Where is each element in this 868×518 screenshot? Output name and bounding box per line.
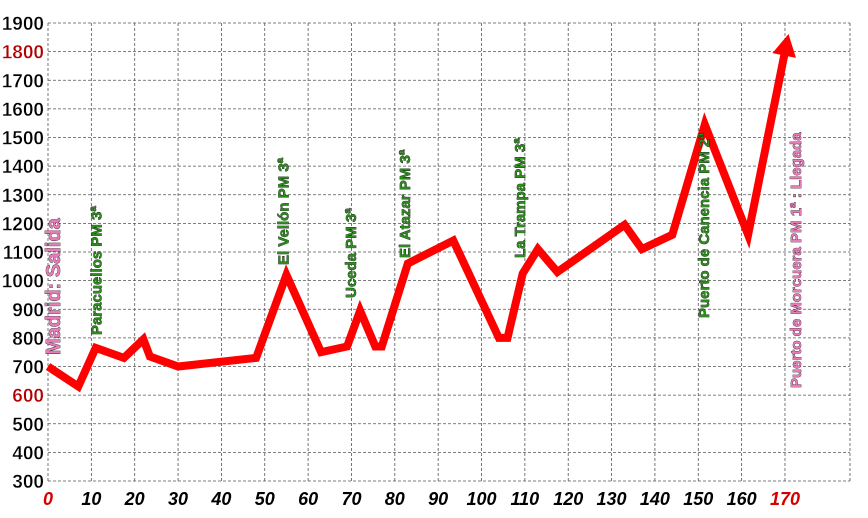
- x-tick-label: 150: [683, 489, 713, 509]
- x-tick-label: 130: [597, 489, 627, 509]
- elevation-line: [45, 50, 789, 393]
- y-tick-label: 500: [12, 415, 44, 436]
- x-tick-label: 30: [168, 489, 188, 509]
- chart-grid: [47, 22, 851, 482]
- annotation-label: Madrid: Salida: [43, 217, 65, 355]
- annotation-label: El Vellón PM 3ª: [275, 157, 292, 265]
- x-tick-label: 140: [640, 489, 670, 509]
- x-tick-label: 100: [466, 489, 496, 509]
- x-tick-label: 0: [43, 489, 53, 509]
- series-layer: [45, 33, 796, 393]
- annotation-label: Paracuellos PM 3ª: [89, 206, 106, 335]
- x-tick-label: 60: [298, 489, 318, 509]
- x-tick-label: 110: [511, 489, 540, 509]
- y-tick-label: 800: [12, 329, 44, 350]
- arrowhead-finish: [772, 33, 796, 58]
- y-tick-label: 900: [12, 300, 44, 321]
- y-tick-label: 1000: [2, 272, 44, 293]
- y-tick-label: 1300: [2, 186, 44, 207]
- x-tick-label: 80: [385, 489, 405, 509]
- y-tick-label: 1600: [2, 100, 44, 121]
- y-axis-ticks: 300 400 500 600 700 800 900 1000 1100 1200 1300 140…: [2, 14, 45, 493]
- annotation-label: Uceda PM 3ª: [343, 208, 360, 298]
- y-tick-label: 1900: [2, 14, 44, 35]
- x-tick-label: 20: [124, 489, 145, 509]
- y-tick-label: 1700: [2, 71, 44, 92]
- x-tick-label: 160: [727, 489, 757, 509]
- y-tick-label: 600: [12, 386, 44, 407]
- x-axis-ticks: 0 10 20 30 40 50 60 70 80 90 100 110 120 130 140 150 160…: [43, 489, 800, 509]
- annotation-label: Puerto de Canencia PM 2ª: [696, 133, 713, 318]
- y-tick-label: 1100: [3, 243, 44, 264]
- y-tick-label: 1400: [2, 157, 44, 178]
- annotation-label: Puerto de Morcuera PM 1ª : Llegada: [788, 132, 805, 388]
- y-tick-label: 400: [12, 443, 44, 464]
- y-tick-label: 700: [12, 358, 44, 379]
- y-tick-label: 1200: [2, 214, 44, 235]
- x-tick-label: 170: [770, 489, 800, 509]
- x-tick-label: 70: [341, 489, 361, 509]
- y-tick-label: 300: [12, 472, 44, 493]
- y-tick-label: 1800: [2, 43, 44, 64]
- annotations-layer: Madrid: Salida Paracuellos PM 3ª El Vellón…: [43, 131, 806, 388]
- x-tick-label: 50: [255, 489, 275, 509]
- x-tick-label: 120: [553, 489, 583, 509]
- y-tick-label: 1500: [2, 129, 44, 150]
- x-tick-label: 10: [81, 489, 101, 509]
- x-tick-label: 40: [210, 489, 231, 509]
- x-tick-label: 90: [428, 489, 448, 509]
- annotation-label: El Atazar PM 3ª: [397, 149, 414, 258]
- annotation-label: La Trampa PM 3ª: [512, 138, 529, 258]
